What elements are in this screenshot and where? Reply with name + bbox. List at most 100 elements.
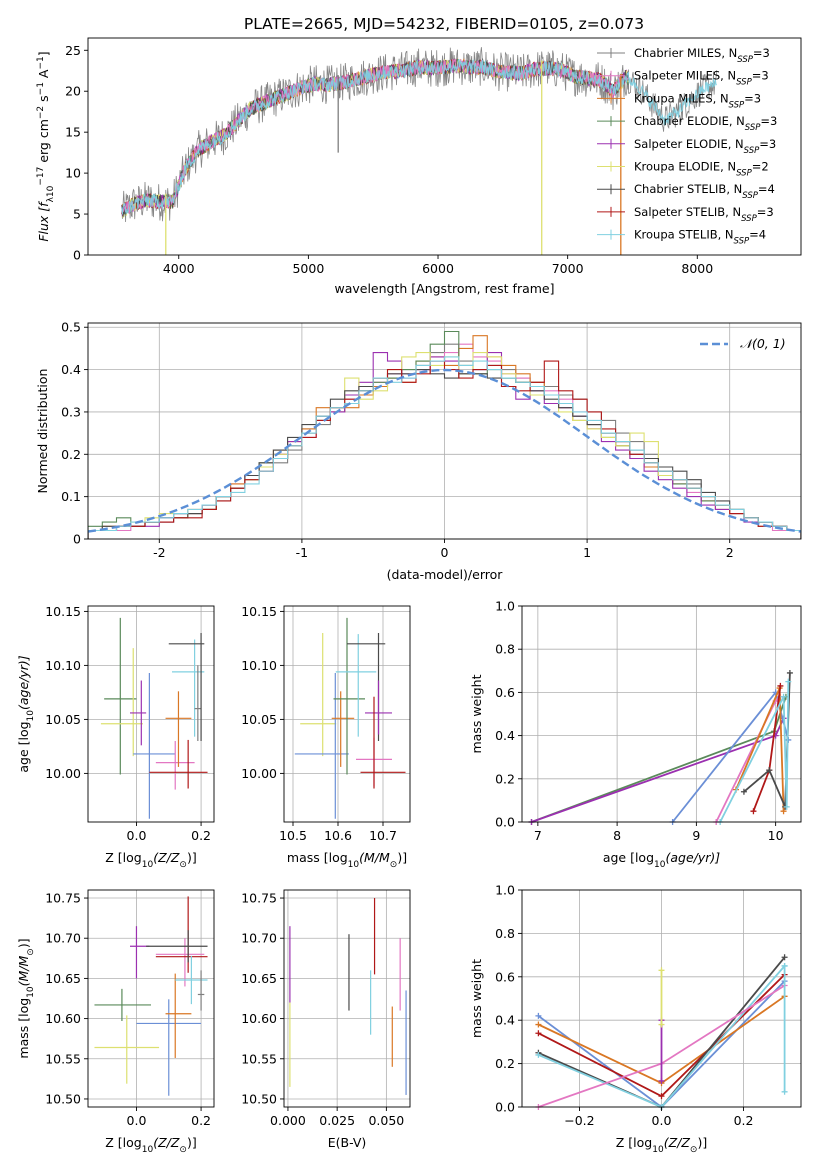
mass_vs_Z-ylabel-part: )] (16, 938, 31, 948)
mass_vs_ebv-xlabel: E(B-V) (328, 1135, 367, 1150)
mass_vs_Z-xlabel-part: )] (187, 1135, 197, 1150)
y-tick-label: 10.10 (241, 658, 277, 673)
y-tick-label: 1.0 (495, 599, 515, 614)
y-tick-label: 10.75 (45, 891, 81, 906)
y-tick-label: 0.0 (495, 1100, 515, 1115)
weight-marker (535, 1012, 542, 1019)
x-tick-label: -2 (153, 545, 165, 560)
age_vs_mass-xlabel-part: ⊙ (390, 860, 398, 870)
spectrum-ylabel-part: A (36, 69, 51, 82)
age_vs_Z-ylabel: age [log10(age/yr)] (16, 655, 36, 772)
y-tick-label: 10.05 (241, 712, 277, 727)
weight-marker (535, 1030, 542, 1037)
legend-label-sub: SSP (741, 214, 757, 224)
x-tick-label: 10 (768, 828, 784, 843)
y-tick-label: 0.6 (495, 969, 515, 984)
age_vs_Z-points (100, 617, 208, 819)
x-tick-label: 0.2 (734, 1113, 754, 1128)
age_vs_mass-xlabel-part: (M/M (359, 850, 390, 865)
legend-label-name: Kroupa MILES, N (634, 91, 729, 105)
x-tick-label: 0.0 (652, 1113, 672, 1128)
legend-label-value: =2 (752, 160, 769, 174)
weight_vs_Z-xlabel-part: ⊙ (690, 1145, 698, 1155)
residuals-xlabel: (data-model)/error (387, 567, 504, 582)
y-tick-label: 10.60 (241, 1011, 277, 1026)
spectrum-xlabel: wavelength [Angstrom, rest frame] (334, 281, 554, 296)
legend-label: Chabrier ELODIE, NSSP=3 (634, 114, 777, 133)
age_vs_mass-points (294, 617, 406, 819)
legend-label-sub: SSP (734, 237, 750, 247)
y-tick-label: 0.4 (495, 1013, 515, 1028)
y-tick-label: 10.10 (45, 658, 81, 673)
weight-marker (777, 682, 784, 689)
x-tick-label: −0.2 (564, 1113, 594, 1128)
age_vs_mass-xlabel-part: 10 (348, 860, 360, 870)
weight-marker (658, 1077, 665, 1084)
y-tick-label: 10.60 (45, 1011, 81, 1026)
plot-frame (521, 605, 802, 823)
weight_vs_age-xlabel-part: 10 (654, 860, 666, 870)
mass_vs_Z-xlabel-part: Z [log (105, 1135, 141, 1150)
weight_vs_age-xlabel-part: age [log (603, 850, 654, 865)
weight_vs_age-lines (528, 669, 793, 825)
legend-label-value: =3 (757, 205, 774, 219)
weight_vs_Z-xlabel-part: 10 (652, 1145, 664, 1155)
legend-label-name: Chabrier MILES, N (634, 46, 737, 60)
y-tick-label: 0.2 (495, 771, 515, 786)
x-tick-label: -1 (296, 545, 308, 560)
y-tick-label: 0 (73, 532, 81, 547)
y-tick-label: 10.65 (45, 971, 81, 986)
x-tick-label: 0 (441, 545, 449, 560)
x-tick-label: 10.5 (279, 828, 307, 843)
spectrum-ylabel-part: λ (46, 196, 56, 202)
plot-frame (283, 605, 411, 823)
legend-label: 𝒩(0, 1) (740, 336, 786, 351)
y-tick-label: 0.8 (495, 642, 515, 657)
x-tick-label: 7 (534, 828, 542, 843)
histogram-step (88, 356, 801, 539)
legend-label-sub: SSP (737, 55, 753, 65)
weight_vs_age-xlabel: age [log10(age/yr)] (603, 850, 720, 870)
x-tick-label: 2 (726, 545, 734, 560)
y-tick-label: 10.15 (241, 604, 277, 619)
legend-label-sub: SSP (729, 100, 745, 110)
plot-frame (87, 605, 215, 823)
y-tick-label: 0.8 (495, 926, 515, 941)
y-tick-label: 10.50 (45, 1091, 81, 1106)
weight-marker (781, 954, 788, 961)
mass_vs_Z-xlabel-part: 10 (142, 1145, 154, 1155)
y-tick-label: 25 (65, 43, 81, 58)
x-tick-label: 0.0 (127, 828, 147, 843)
x-tick-label: 6000 (422, 261, 454, 276)
y-tick-label: 10.00 (241, 766, 277, 781)
y-tick-label: 0.2 (495, 1056, 515, 1071)
weight-marker (783, 803, 790, 810)
weight-marker (780, 808, 787, 815)
weight-marker (781, 962, 788, 969)
legend-label-name: Salpeter MILES, N (634, 69, 736, 83)
age_vs_Z-ylabel-part: 10 (26, 710, 36, 722)
mass_vs_Z-xlabel-part: ⊙ (179, 1145, 187, 1155)
weight-marker (766, 767, 773, 774)
y-tick-label: 1.0 (495, 883, 515, 898)
y-tick-label: 5 (73, 207, 81, 222)
age_vs_Z-xlabel-part: (Z/Z (153, 850, 180, 865)
x-tick-label: 0.0 (127, 1113, 147, 1128)
y-tick-label: 0.3 (61, 404, 81, 419)
x-tick-label: 0.2 (191, 1113, 211, 1128)
legend-label-name: Salpeter STELIB, N (634, 205, 741, 219)
mass_vs_Z-ylabel-part: 10 (26, 986, 36, 998)
y-tick-label: 10.55 (45, 1051, 81, 1066)
y-tick-label: 0.0 (495, 815, 515, 830)
mass_vs_ebv-points (289, 898, 407, 1095)
x-tick-label: 8000 (681, 261, 713, 276)
weight_vs_Z-xlabel-part: (Z/Z (664, 1135, 691, 1150)
y-tick-label: 0.1 (61, 489, 81, 504)
weight_vs_Z-xlabel: Z [log10(Z/Z⊙)] (616, 1135, 707, 1155)
age_vs_Z-xlabel-part: ⊙ (179, 860, 187, 870)
legend-label-value: =3 (752, 69, 769, 83)
mass_vs_Z-panel: 0.0 0.2 10.50 10.55 10.60 10.65 10.70 10.75 Z [l… (16, 889, 215, 1155)
